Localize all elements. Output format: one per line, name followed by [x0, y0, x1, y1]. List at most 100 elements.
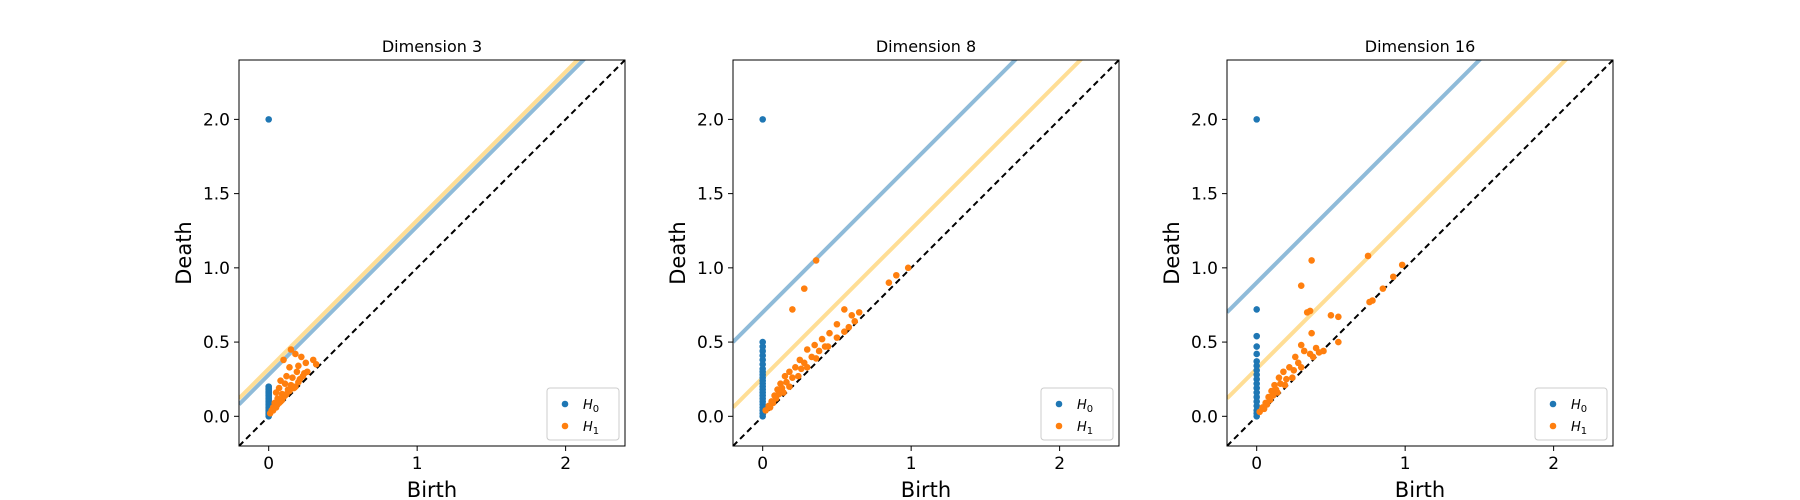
- h1-point: [781, 372, 789, 380]
- h1-point: [786, 383, 793, 390]
- y-tick-label: 1.5: [1191, 185, 1218, 205]
- chart-title: Dimension 8: [876, 37, 976, 56]
- h1-point: [1335, 338, 1342, 346]
- h1-point: [312, 361, 320, 368]
- h1-point: [295, 378, 302, 386]
- y-tick-label: 0.5: [203, 333, 230, 353]
- h1-point: [786, 368, 793, 376]
- h1-point: [1398, 261, 1406, 269]
- h1-point: [1303, 309, 1311, 316]
- h1-point: [1283, 375, 1290, 383]
- y-tick-label: 0.0: [1191, 407, 1218, 427]
- h1-point: [280, 356, 287, 364]
- h1-point: [818, 335, 826, 343]
- h1-point: [826, 329, 833, 337]
- h0-point: [1253, 343, 1260, 350]
- h1-point: [800, 285, 808, 292]
- h1-point: [1366, 298, 1373, 306]
- y-tick-label: 1.0: [203, 259, 230, 279]
- h1-point: [1309, 353, 1317, 361]
- h1-point: [286, 364, 293, 371]
- h1-point: [1260, 405, 1268, 413]
- h1-point: [1327, 312, 1335, 319]
- h1-point: [851, 317, 859, 325]
- x-tick-label: 1: [412, 454, 423, 474]
- diagonal-line: [239, 60, 625, 446]
- x-tick-label: 2: [1054, 454, 1065, 474]
- h1-point: [272, 389, 280, 396]
- h0-band-line: [733, 60, 1018, 344]
- panel-2: 0 1 2 0.0 0.5 1.0 1.5 2.0 Dimension 8 Birth Death H…: [666, 37, 1120, 500]
- y-tick-label: 2.0: [697, 110, 724, 130]
- h1-point: [289, 383, 296, 390]
- h1-point: [841, 306, 848, 313]
- h1-point: [766, 404, 774, 411]
- h1-band-line: [1227, 60, 1569, 400]
- x-tick-label: 2: [1548, 454, 1559, 474]
- h1-point: [1297, 341, 1305, 349]
- h1-band-line: [733, 60, 1084, 409]
- h1-point: [292, 350, 299, 358]
- h1-point: [815, 347, 823, 355]
- h1-point: [1297, 282, 1305, 289]
- h0-point: [1253, 332, 1260, 340]
- h1-point: [303, 368, 311, 376]
- x-tick-label: 2: [560, 454, 571, 474]
- h1-point: [1315, 349, 1323, 356]
- h1-point: [797, 365, 805, 373]
- h1-point: [1281, 381, 1289, 389]
- h1-point: [789, 374, 796, 382]
- x-tick-label: 1: [1400, 454, 1411, 474]
- h1-point: [299, 372, 307, 380]
- h1-point: [1389, 273, 1397, 281]
- h1-point: [824, 343, 832, 350]
- h0-point: [265, 116, 272, 123]
- y-tick-label: 0.0: [697, 407, 724, 427]
- h1-point: [789, 306, 796, 313]
- y-tick-label: 1.5: [203, 185, 230, 205]
- x-tick-label: 1: [906, 454, 917, 474]
- h1-point: [283, 372, 290, 380]
- chart-title: Dimension 3: [382, 37, 482, 56]
- h1-point: [812, 257, 820, 264]
- h1-point: [803, 364, 811, 371]
- y-axis-label: Death: [1160, 221, 1184, 285]
- h1-point: [795, 372, 802, 380]
- h1-point: [1308, 329, 1315, 337]
- legend-entry-h1-marker: [1055, 422, 1063, 430]
- h1-point: [812, 355, 820, 362]
- axes-frame: [1226, 59, 1614, 447]
- plot-area: [239, 60, 625, 446]
- h1-point: [1290, 366, 1298, 374]
- h1-point: [780, 389, 787, 396]
- h1-point: [833, 334, 841, 341]
- h0-band-line: [1227, 60, 1483, 314]
- y-tick-label: 2.0: [1191, 110, 1218, 130]
- y-tick-label: 2.0: [203, 110, 230, 130]
- h1-point: [1364, 252, 1372, 260]
- h1-point: [302, 359, 310, 367]
- h0-point: [1253, 350, 1260, 358]
- h1-point: [1291, 353, 1299, 361]
- h1-band-line: [239, 60, 581, 400]
- axes-frame: [732, 59, 1120, 447]
- h1-point: [298, 353, 305, 361]
- x-tick-label: 0: [1251, 454, 1262, 474]
- diagonal-line: [733, 60, 1119, 446]
- plot-area: [733, 60, 1119, 446]
- y-axis-label: Death: [172, 221, 196, 285]
- y-axis-label: Death: [666, 221, 690, 285]
- legend-entry-h0-marker: [561, 400, 569, 408]
- h1-point: [1275, 374, 1283, 382]
- h0-band-line: [239, 60, 587, 406]
- h1-point: [833, 320, 841, 328]
- y-tick-label: 1.0: [697, 259, 724, 279]
- h1-point: [1379, 285, 1387, 292]
- h0-point: [759, 413, 766, 420]
- legend-entry-h0-marker: [1055, 400, 1063, 408]
- h1-point: [1300, 347, 1308, 355]
- axes-frame: [238, 59, 626, 447]
